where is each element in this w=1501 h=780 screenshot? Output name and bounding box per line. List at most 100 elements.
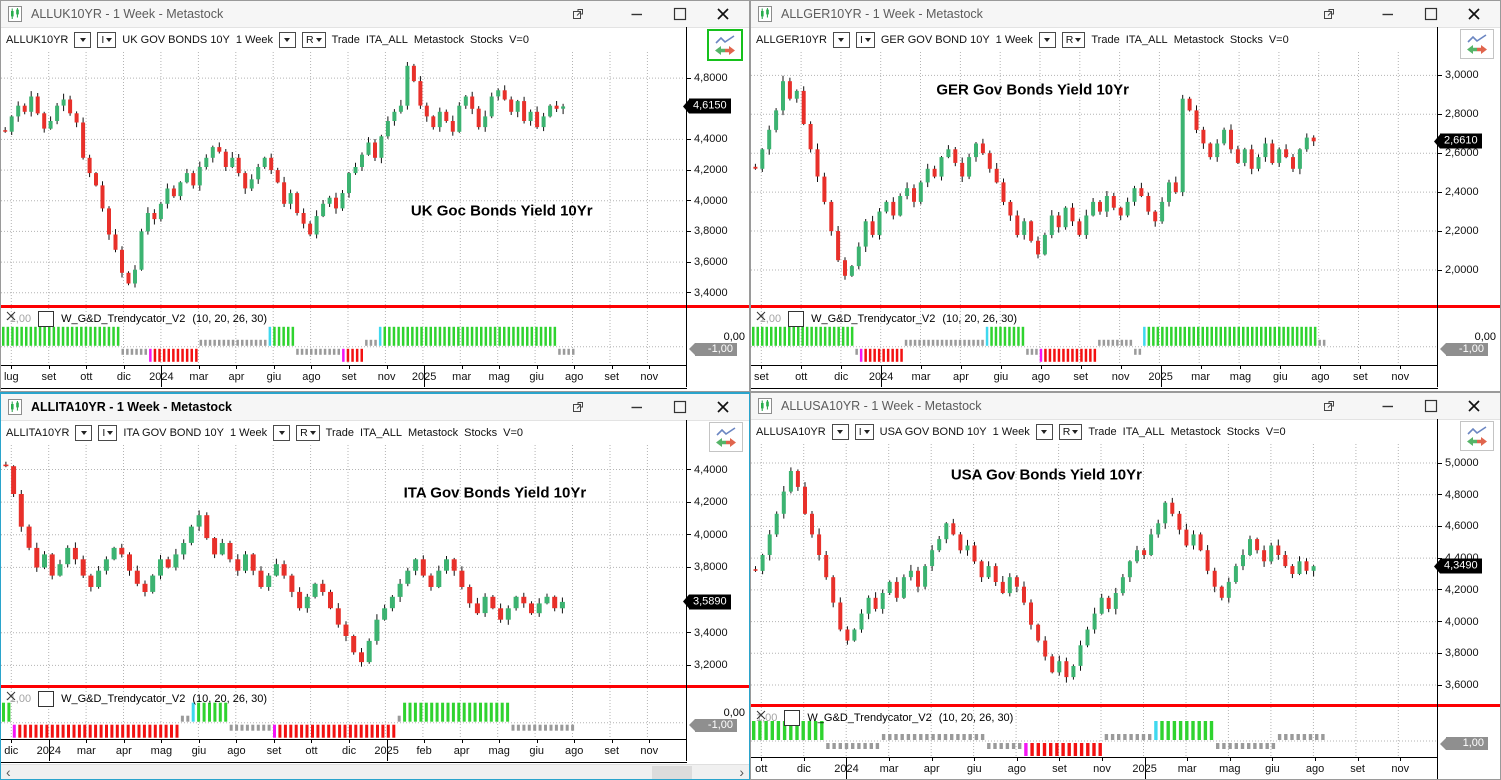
range-dropdown[interactable]: R bbox=[296, 425, 320, 441]
x-axis-label: mar bbox=[189, 371, 209, 383]
scrollbar-thumb[interactable] bbox=[651, 766, 692, 779]
indicator-checkbox[interactable] bbox=[756, 710, 801, 726]
indicator-header: -1,00 W_G&D_Trendycator_V2 (10, 20, 26, … bbox=[756, 311, 1017, 327]
range-dropdown[interactable]: R bbox=[1058, 424, 1083, 440]
period-dropdown[interactable] bbox=[278, 32, 296, 48]
x-axis-label: nov bbox=[640, 371, 659, 383]
close-button[interactable] bbox=[716, 400, 730, 414]
maximize-button[interactable] bbox=[1424, 7, 1438, 21]
last-price-badge: 4,6150 bbox=[689, 98, 731, 114]
candlestick-svg bbox=[751, 52, 1436, 305]
period-dropdown[interactable] bbox=[273, 425, 291, 441]
x-axis-label: mar bbox=[879, 763, 899, 775]
indicator-name: W_G&D_Trendycator_V2 bbox=[61, 693, 186, 705]
indicator-pane[interactable]: -1,00 W_G&D_Trendycator_V2 (10, 20, 26, … bbox=[1, 308, 687, 365]
x-axis-label: ago bbox=[1007, 763, 1027, 775]
x-axis-label: dic bbox=[116, 371, 131, 383]
trade-label: Trade bbox=[331, 34, 360, 46]
maximize-button[interactable] bbox=[673, 7, 687, 21]
pane-separator bbox=[1, 305, 749, 308]
x-axis-label: ago bbox=[565, 745, 584, 757]
popout-button[interactable] bbox=[571, 7, 585, 21]
maximize-button[interactable] bbox=[1424, 399, 1438, 413]
indicator-name: W_G&D_Trendycator_V2 bbox=[807, 712, 932, 724]
close-button[interactable] bbox=[716, 7, 730, 21]
price-tick: 4,0000 bbox=[687, 529, 728, 541]
price-chart[interactable]: UK Goc Bonds Yield 10Yr bbox=[1, 52, 687, 305]
chart-mode-icon[interactable] bbox=[707, 29, 743, 61]
minimize-button[interactable] bbox=[630, 7, 644, 21]
indicator-pane[interactable]: -1,00 W_G&D_Trendycator_V2 (10, 20, 26, … bbox=[1, 688, 687, 739]
maximize-button[interactable] bbox=[673, 400, 687, 414]
indicator-params: (10, 20, 26, 30) bbox=[192, 313, 267, 325]
price-chart[interactable]: ITA Gov Bonds Yield 10Yr bbox=[1, 445, 687, 685]
last-price-badge: 3,5890 bbox=[689, 594, 731, 610]
close-button[interactable] bbox=[1467, 7, 1481, 21]
trade-label: Trade bbox=[1088, 426, 1117, 438]
minimize-button[interactable] bbox=[1381, 399, 1395, 413]
instrument-name: UK GOV BONDS 10Y bbox=[122, 34, 230, 46]
chart-window: ALLGER10YR - 1 Week - Metastock ALLGER10… bbox=[750, 0, 1501, 392]
indicator-value: -1,00 bbox=[756, 313, 782, 325]
indicator-pane[interactable]: 1,00 W_G&D_Trendycator_V2 (10, 20, 26, 3… bbox=[751, 707, 1438, 757]
minimize-button[interactable] bbox=[1381, 7, 1395, 21]
x-axis-label: mar bbox=[1191, 371, 1211, 383]
window-titlebar[interactable]: ALLUSA10YR - 1 Week - Metastock bbox=[751, 393, 1500, 420]
popout-button[interactable] bbox=[571, 400, 585, 414]
window-titlebar[interactable]: ALLUK10YR - 1 Week - Metastock bbox=[1, 1, 749, 28]
horizontal-scrollbar[interactable]: ‹ › bbox=[1, 764, 749, 780]
x-axis-label: lug bbox=[3, 371, 19, 383]
indicator-checkbox[interactable] bbox=[6, 691, 55, 707]
symbol-dropdown[interactable] bbox=[831, 424, 849, 440]
popout-button[interactable] bbox=[1322, 399, 1336, 413]
platform-label: Metastock bbox=[408, 427, 459, 439]
price-chart[interactable]: GER Gov Bonds Yield 10Yr bbox=[751, 52, 1438, 305]
price-tick: 4,2000 bbox=[687, 164, 728, 176]
x-axis-label: set bbox=[1073, 371, 1089, 383]
close-button[interactable] bbox=[1467, 399, 1481, 413]
symbol-dropdown[interactable] bbox=[832, 32, 850, 48]
scroll-left-arrow[interactable]: ‹ bbox=[6, 764, 11, 780]
period-dropdown[interactable] bbox=[1035, 424, 1053, 440]
period-label: 1 Week bbox=[229, 427, 268, 439]
window-titlebar[interactable]: ALLITA10YR - 1 Week - Metastock bbox=[1, 394, 749, 421]
symbol-dropdown[interactable] bbox=[74, 32, 92, 48]
window-titlebar[interactable]: ALLGER10YR - 1 Week - Metastock bbox=[751, 1, 1500, 28]
indicator-name: W_G&D_Trendycator_V2 bbox=[811, 313, 936, 325]
indicator-checkbox[interactable] bbox=[756, 311, 805, 327]
indicator-zero-label: 0,00 bbox=[1474, 330, 1496, 343]
x-axis-label: apr bbox=[453, 745, 470, 757]
x-axis-label: 2025 bbox=[374, 745, 399, 757]
interval-dropdown[interactable]: I bbox=[98, 425, 118, 441]
indicator-pane[interactable]: -1,00 W_G&D_Trendycator_V2 (10, 20, 26, … bbox=[751, 308, 1438, 365]
watchlist-label: ITA_ALL bbox=[360, 427, 402, 439]
document-chart-icon bbox=[8, 6, 22, 22]
price-tick: 3,6000 bbox=[1438, 679, 1479, 691]
x-axis-label: giu bbox=[966, 763, 982, 775]
minimize-button[interactable] bbox=[630, 400, 644, 414]
x-axis-label: mag bbox=[1229, 371, 1252, 383]
popout-button[interactable] bbox=[1322, 7, 1336, 21]
scroll-right-arrow[interactable]: › bbox=[739, 764, 744, 780]
interval-dropdown[interactable]: I bbox=[855, 32, 875, 48]
x-axis-label: set bbox=[1352, 371, 1368, 383]
chart-mode-icon[interactable] bbox=[1460, 421, 1494, 451]
category-label: Stocks bbox=[470, 34, 504, 46]
x-axis-label: ago bbox=[565, 371, 584, 383]
range-dropdown[interactable]: R bbox=[1061, 32, 1086, 48]
interval-dropdown[interactable]: I bbox=[97, 32, 117, 48]
indicator-checkbox[interactable] bbox=[6, 311, 55, 327]
interval-dropdown[interactable]: I bbox=[854, 424, 874, 440]
price-tick: 2,8000 bbox=[1438, 108, 1479, 120]
period-dropdown[interactable] bbox=[1038, 32, 1056, 48]
symbol-dropdown[interactable] bbox=[75, 425, 93, 441]
indicator-header: -1,00 W_G&D_Trendycator_V2 (10, 20, 26, … bbox=[6, 691, 267, 707]
range-dropdown[interactable]: R bbox=[301, 32, 326, 48]
chart-mode-icon[interactable] bbox=[709, 422, 743, 452]
x-axis-label: apr bbox=[115, 745, 132, 757]
chart-mode-icon[interactable] bbox=[1460, 29, 1494, 59]
x-axis-label: giu bbox=[1265, 763, 1280, 775]
price-tick: 4,6000 bbox=[1438, 520, 1479, 532]
x-axis-label: set bbox=[266, 745, 282, 757]
price-chart[interactable]: USA Gov Bonds Yield 10Yr bbox=[751, 444, 1438, 704]
